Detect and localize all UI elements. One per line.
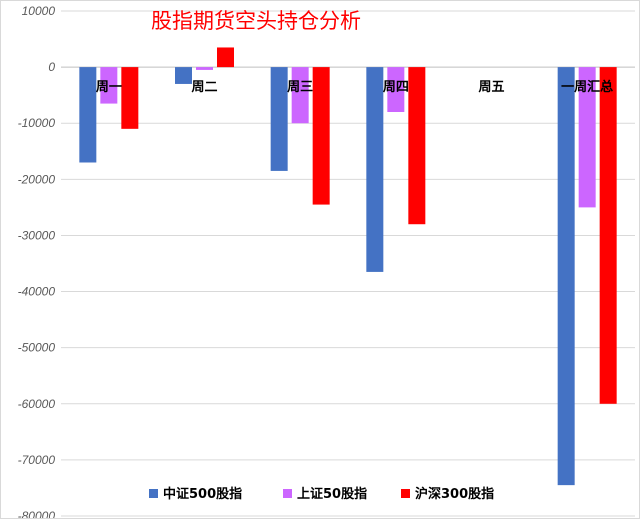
legend-swatch bbox=[401, 489, 410, 498]
bar bbox=[387, 67, 405, 112]
category-labels: 周一 周二 周三 周四 周五 一周汇总 bbox=[96, 79, 613, 95]
category-label: 一周汇总 bbox=[561, 79, 613, 95]
bar bbox=[578, 67, 596, 208]
bar bbox=[557, 67, 575, 486]
category-label: 周二 bbox=[191, 80, 217, 95]
legend-swatch bbox=[149, 489, 158, 498]
y-tick-label: -10000 bbox=[18, 116, 56, 130]
bars bbox=[79, 47, 617, 486]
y-tick-label: 0 bbox=[48, 60, 55, 74]
bar bbox=[408, 67, 426, 225]
bar bbox=[270, 67, 288, 171]
y-tick-label: -50000 bbox=[18, 341, 56, 355]
category-label: 周五 bbox=[478, 80, 504, 95]
legend: 中证500股指 上证50股指 沪深300股指 bbox=[149, 486, 494, 502]
y-axis-ticks: 10000 0 -10000 -20000 -30000 -40000 -50000 -600… bbox=[18, 4, 56, 518]
bar bbox=[100, 67, 118, 104]
bar bbox=[217, 47, 234, 68]
y-tick-label: -40000 bbox=[18, 285, 56, 299]
bar bbox=[291, 67, 309, 124]
bar bbox=[121, 67, 139, 129]
bar bbox=[366, 67, 384, 272]
category-label: 周四 bbox=[383, 80, 409, 95]
y-tick-label: -80000 bbox=[18, 509, 56, 518]
bar bbox=[196, 67, 213, 70]
legend-label: 沪深300股指 bbox=[415, 486, 494, 502]
category-label: 周一 bbox=[96, 80, 122, 95]
y-tick-label: 10000 bbox=[22, 4, 56, 18]
gridlines bbox=[61, 10, 635, 517]
chart-title: 股指期货空头持仓分析 bbox=[151, 9, 361, 33]
y-tick-label: -60000 bbox=[18, 397, 56, 411]
bar bbox=[599, 67, 617, 404]
bar bbox=[79, 67, 97, 163]
category-label: 周三 bbox=[287, 80, 313, 95]
legend-swatch bbox=[283, 489, 292, 498]
legend-label: 中证500股指 bbox=[163, 486, 242, 502]
y-tick-label: -70000 bbox=[18, 453, 56, 467]
legend-label: 上证50股指 bbox=[297, 486, 367, 502]
bar bbox=[312, 67, 330, 205]
y-tick-label: -30000 bbox=[18, 228, 56, 242]
bar bbox=[175, 67, 192, 84]
y-tick-label: -20000 bbox=[18, 172, 56, 186]
